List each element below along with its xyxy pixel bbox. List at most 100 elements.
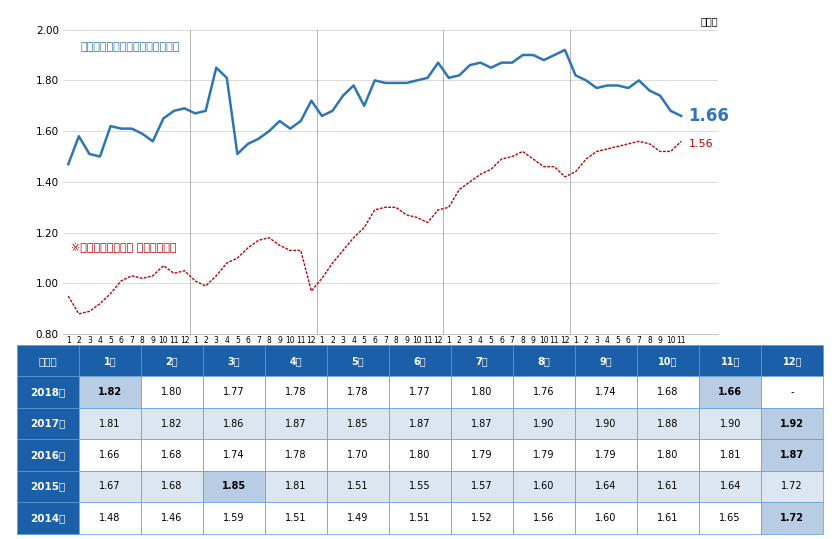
Bar — [451, 471, 513, 502]
Text: 1.81: 1.81 — [720, 450, 741, 460]
Bar — [141, 408, 203, 439]
Bar — [203, 376, 265, 408]
Bar — [637, 439, 699, 471]
Text: 1.46: 1.46 — [161, 513, 182, 523]
Bar — [265, 345, 327, 376]
Bar — [17, 345, 79, 376]
Bar — [265, 471, 327, 502]
Text: 1.87: 1.87 — [471, 419, 493, 429]
Bar — [141, 439, 203, 471]
Text: 7月: 7月 — [475, 356, 488, 365]
Bar — [451, 376, 513, 408]
Bar — [513, 502, 575, 534]
Bar — [141, 345, 203, 376]
Bar — [575, 471, 637, 502]
Text: 3月: 3月 — [228, 356, 240, 365]
Text: 年＼月: 年＼月 — [39, 356, 57, 365]
Text: 1月: 1月 — [103, 356, 116, 365]
Bar — [265, 376, 327, 408]
Bar — [389, 345, 451, 376]
Text: 1.81: 1.81 — [286, 481, 307, 492]
Bar — [327, 376, 389, 408]
Text: 2015年: 2015年 — [237, 362, 270, 372]
Bar — [451, 502, 513, 534]
Text: 1.82: 1.82 — [161, 419, 182, 429]
Text: 2014年: 2014年 — [30, 513, 66, 523]
Text: 1.60: 1.60 — [533, 481, 554, 492]
Text: 1.68: 1.68 — [161, 450, 182, 460]
Bar — [203, 471, 265, 502]
Bar — [699, 345, 761, 376]
Text: 1.74: 1.74 — [223, 450, 244, 460]
Bar — [327, 502, 389, 534]
Bar — [17, 408, 79, 439]
Text: 1.51: 1.51 — [409, 513, 431, 523]
Bar — [17, 471, 79, 502]
Text: 9月: 9月 — [600, 356, 612, 365]
Text: 1.59: 1.59 — [223, 513, 244, 523]
Text: 1.76: 1.76 — [533, 387, 554, 397]
Text: 1.64: 1.64 — [720, 481, 741, 492]
Text: 1.80: 1.80 — [409, 450, 431, 460]
Bar — [17, 439, 79, 471]
Text: 2014年: 2014年 — [110, 362, 143, 372]
Text: 1.52: 1.52 — [471, 513, 493, 523]
Text: 2018年: 2018年 — [30, 387, 66, 397]
Bar — [575, 408, 637, 439]
Text: 1.49: 1.49 — [347, 513, 369, 523]
Text: 1.60: 1.60 — [596, 513, 617, 523]
Bar — [203, 408, 265, 439]
Text: 12月: 12月 — [783, 356, 802, 365]
Bar — [575, 502, 637, 534]
Bar — [389, 439, 451, 471]
Bar — [761, 502, 823, 534]
Bar — [761, 376, 823, 408]
Text: 1.72: 1.72 — [780, 513, 804, 523]
Text: 1.78: 1.78 — [286, 387, 307, 397]
Text: 1.78: 1.78 — [347, 387, 369, 397]
Bar — [203, 502, 265, 534]
Bar — [637, 345, 699, 376]
Text: 1.81: 1.81 — [99, 419, 120, 429]
Text: 1.87: 1.87 — [409, 419, 431, 429]
Text: 1.82: 1.82 — [97, 387, 122, 397]
Text: 2018年: 2018年 — [612, 362, 644, 372]
Bar — [389, 408, 451, 439]
Bar — [699, 471, 761, 502]
Bar — [203, 345, 265, 376]
Text: 6月: 6月 — [413, 356, 427, 365]
Text: 1.51: 1.51 — [286, 513, 307, 523]
Text: 1.77: 1.77 — [409, 387, 431, 397]
Text: 2016年: 2016年 — [30, 450, 66, 460]
Bar — [699, 376, 761, 408]
Bar — [389, 502, 451, 534]
Text: 1.48: 1.48 — [99, 513, 120, 523]
Bar — [141, 376, 203, 408]
Text: 1.77: 1.77 — [223, 387, 244, 397]
Bar — [327, 439, 389, 471]
Text: 1.67: 1.67 — [99, 481, 121, 492]
Bar — [79, 408, 141, 439]
Bar — [79, 376, 141, 408]
Text: リクルートキャリア転職求人倍率: リクルートキャリア転職求人倍率 — [81, 43, 181, 52]
Text: 8月: 8月 — [538, 356, 550, 365]
Text: 1.78: 1.78 — [286, 450, 307, 460]
Text: ■ 》全体《 転職求人倍率: ■ 》全体《 転職求人倍率 — [8, 5, 124, 19]
Bar — [637, 376, 699, 408]
Text: -: - — [790, 387, 794, 397]
Text: 1.61: 1.61 — [658, 481, 679, 492]
Text: 1.61: 1.61 — [658, 513, 679, 523]
Bar — [513, 471, 575, 502]
Text: 1.57: 1.57 — [471, 481, 493, 492]
Text: 1.56: 1.56 — [689, 139, 713, 149]
Bar — [79, 345, 141, 376]
Bar — [699, 502, 761, 534]
Bar — [699, 439, 761, 471]
Bar — [389, 376, 451, 408]
Bar — [203, 439, 265, 471]
Text: 5月: 5月 — [352, 356, 365, 365]
Text: 1.85: 1.85 — [222, 481, 246, 492]
Text: 2016年: 2016年 — [364, 362, 396, 372]
Text: 1.66: 1.66 — [689, 107, 729, 125]
Text: 1.74: 1.74 — [596, 387, 617, 397]
